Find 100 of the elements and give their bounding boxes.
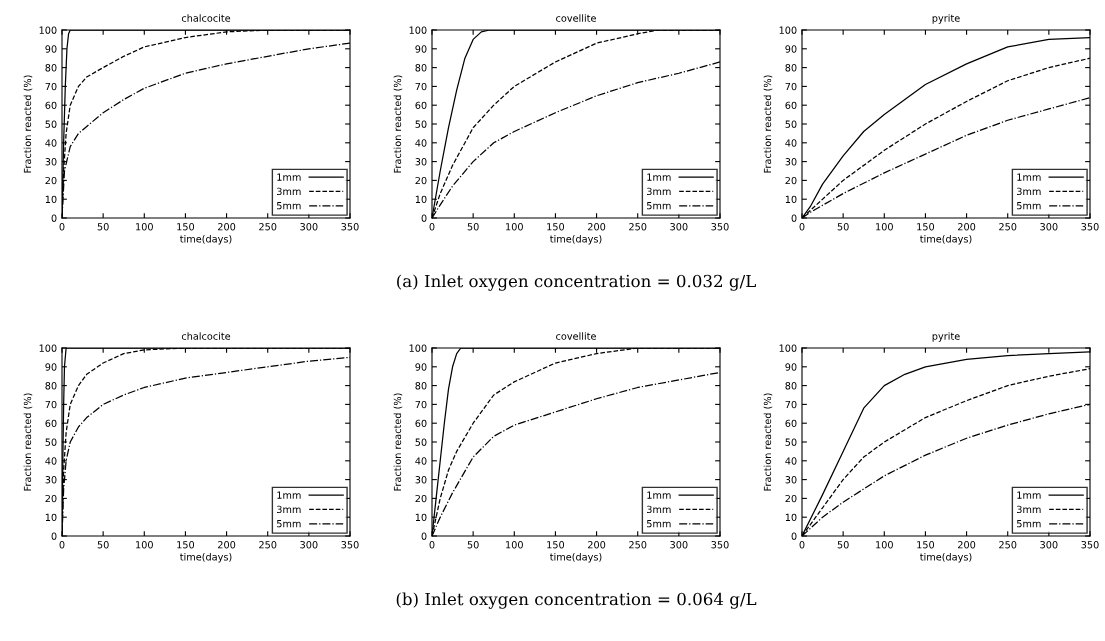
x-tick-label: 50 <box>837 223 849 231</box>
x-tick-label: 150 <box>547 223 565 231</box>
x-tick-label: 0 <box>59 541 65 549</box>
y-tick-label: 20 <box>45 494 57 503</box>
x-tick-label: 100 <box>136 541 153 549</box>
y-tick-label: 60 <box>415 101 427 110</box>
x-tick-label: 150 <box>177 541 195 549</box>
x-tick-label: 100 <box>506 223 523 231</box>
y-tick-label: 90 <box>415 363 427 371</box>
legend-label: 1mm <box>1017 491 1041 499</box>
y-tick-label: 30 <box>45 158 57 166</box>
legend-label: 3mm <box>647 505 671 514</box>
chart-title: pyrite <box>932 332 960 342</box>
y-tick-label: 40 <box>415 457 427 465</box>
x-tick-label: 250 <box>999 541 1017 549</box>
x-tick-label: 0 <box>799 541 805 549</box>
y-tick-label: 0 <box>791 532 797 540</box>
y-tick-label: 20 <box>785 494 797 503</box>
y-axis-title: Fraction reacted (%) <box>23 393 33 491</box>
y-tick-label: 30 <box>45 476 57 484</box>
y-tick-label: 0 <box>51 532 57 540</box>
x-tick-label: 50 <box>97 541 109 549</box>
legend-label: 5mm <box>277 202 301 210</box>
legend-label: 3mm <box>1017 505 1041 514</box>
y-tick-label: 80 <box>785 382 797 390</box>
x-tick-label: 200 <box>958 541 976 549</box>
legend-label: 3mm <box>277 505 301 514</box>
x-tick-label: 200 <box>588 541 606 549</box>
y-tick-label: 50 <box>415 438 427 446</box>
y-tick-label: 50 <box>45 438 57 446</box>
text: (a) Inlet oxygen concentration = 0.032 g/L <box>397 274 756 291</box>
y-tick-label: 40 <box>785 457 797 465</box>
x-axis-title: time(days) <box>550 235 602 245</box>
x-tick-label: 300 <box>1040 541 1058 549</box>
x-axis-title: time(days) <box>180 553 232 563</box>
x-tick-label: 200 <box>218 223 236 231</box>
y-tick-label: 50 <box>785 438 797 446</box>
x-tick-label: 350 <box>711 223 729 231</box>
x-tick-label: 100 <box>876 223 893 231</box>
y-tick-label: 80 <box>785 64 797 72</box>
x-tick-label: 150 <box>917 541 935 549</box>
x-tick-label: 350 <box>341 541 359 549</box>
x-tick-label: 50 <box>97 223 109 231</box>
text: (b) Inlet oxygen concentration = 0.064 g/L <box>396 592 757 609</box>
y-tick-label: 100 <box>409 26 427 34</box>
y-tick-label: 30 <box>415 476 427 484</box>
y-axis-title: Fraction reacted (%) <box>763 75 773 173</box>
x-tick-label: 300 <box>300 541 318 549</box>
y-tick-label: 90 <box>45 363 57 371</box>
x-tick-label: 150 <box>177 223 195 231</box>
y-tick-label: 80 <box>415 382 427 390</box>
x-tick-label: 300 <box>1040 223 1058 231</box>
x-axis-title: time(days) <box>920 553 972 563</box>
y-tick-label: 20 <box>415 176 427 185</box>
chart-title: chalcocite <box>181 332 231 340</box>
y-tick-label: 0 <box>791 214 797 222</box>
legend-label: 1mm <box>647 491 671 499</box>
legend-label: 1mm <box>277 173 301 181</box>
x-tick-label: 100 <box>506 541 523 549</box>
y-tick-label: 30 <box>415 158 427 166</box>
legend-label: 5mm <box>277 520 301 528</box>
x-tick-label: 150 <box>917 223 935 231</box>
y-tick-label: 80 <box>45 382 57 390</box>
y-tick-label: 20 <box>45 176 57 185</box>
x-tick-label: 100 <box>136 223 153 231</box>
y-tick-label: 20 <box>785 176 797 185</box>
x-tick-label: 350 <box>711 541 729 549</box>
y-tick-label: 90 <box>45 45 57 53</box>
x-tick-label: 50 <box>467 223 479 231</box>
x-tick-label: 250 <box>259 541 277 549</box>
x-axis-title: time(days) <box>920 235 972 245</box>
y-tick-label: 40 <box>785 139 797 147</box>
y-tick-label: 30 <box>785 476 797 484</box>
y-tick-label: 30 <box>785 158 797 166</box>
y-tick-label: 60 <box>45 101 57 110</box>
y-tick-label: 40 <box>415 139 427 147</box>
x-tick-label: 350 <box>1081 223 1099 231</box>
y-tick-label: 100 <box>779 344 797 352</box>
x-tick-label: 350 <box>1081 541 1099 549</box>
y-tick-label: 90 <box>415 45 427 53</box>
chart-title: covellite <box>556 332 596 340</box>
y-tick-label: 10 <box>45 195 57 204</box>
y-axis-title: Fraction reacted (%) <box>23 75 33 173</box>
x-tick-label: 200 <box>958 223 976 231</box>
y-tick-label: 100 <box>39 344 57 352</box>
legend-label: 3mm <box>1017 187 1041 196</box>
y-tick-label: 100 <box>39 26 57 34</box>
x-tick-label: 0 <box>59 223 65 231</box>
y-tick-label: 70 <box>785 400 797 409</box>
legend-label: 1mm <box>277 491 301 499</box>
legend-label: 5mm <box>647 520 671 528</box>
y-axis-title: Fraction reacted (%) <box>393 393 403 491</box>
legend-label: 5mm <box>647 202 671 210</box>
y-tick-label: 50 <box>785 120 797 128</box>
y-tick-label: 70 <box>415 82 427 91</box>
x-tick-label: 250 <box>629 541 647 549</box>
legend-label: 3mm <box>277 187 301 196</box>
y-tick-label: 80 <box>415 64 427 72</box>
y-tick-label: 0 <box>51 214 57 222</box>
x-tick-label: 300 <box>670 541 688 549</box>
